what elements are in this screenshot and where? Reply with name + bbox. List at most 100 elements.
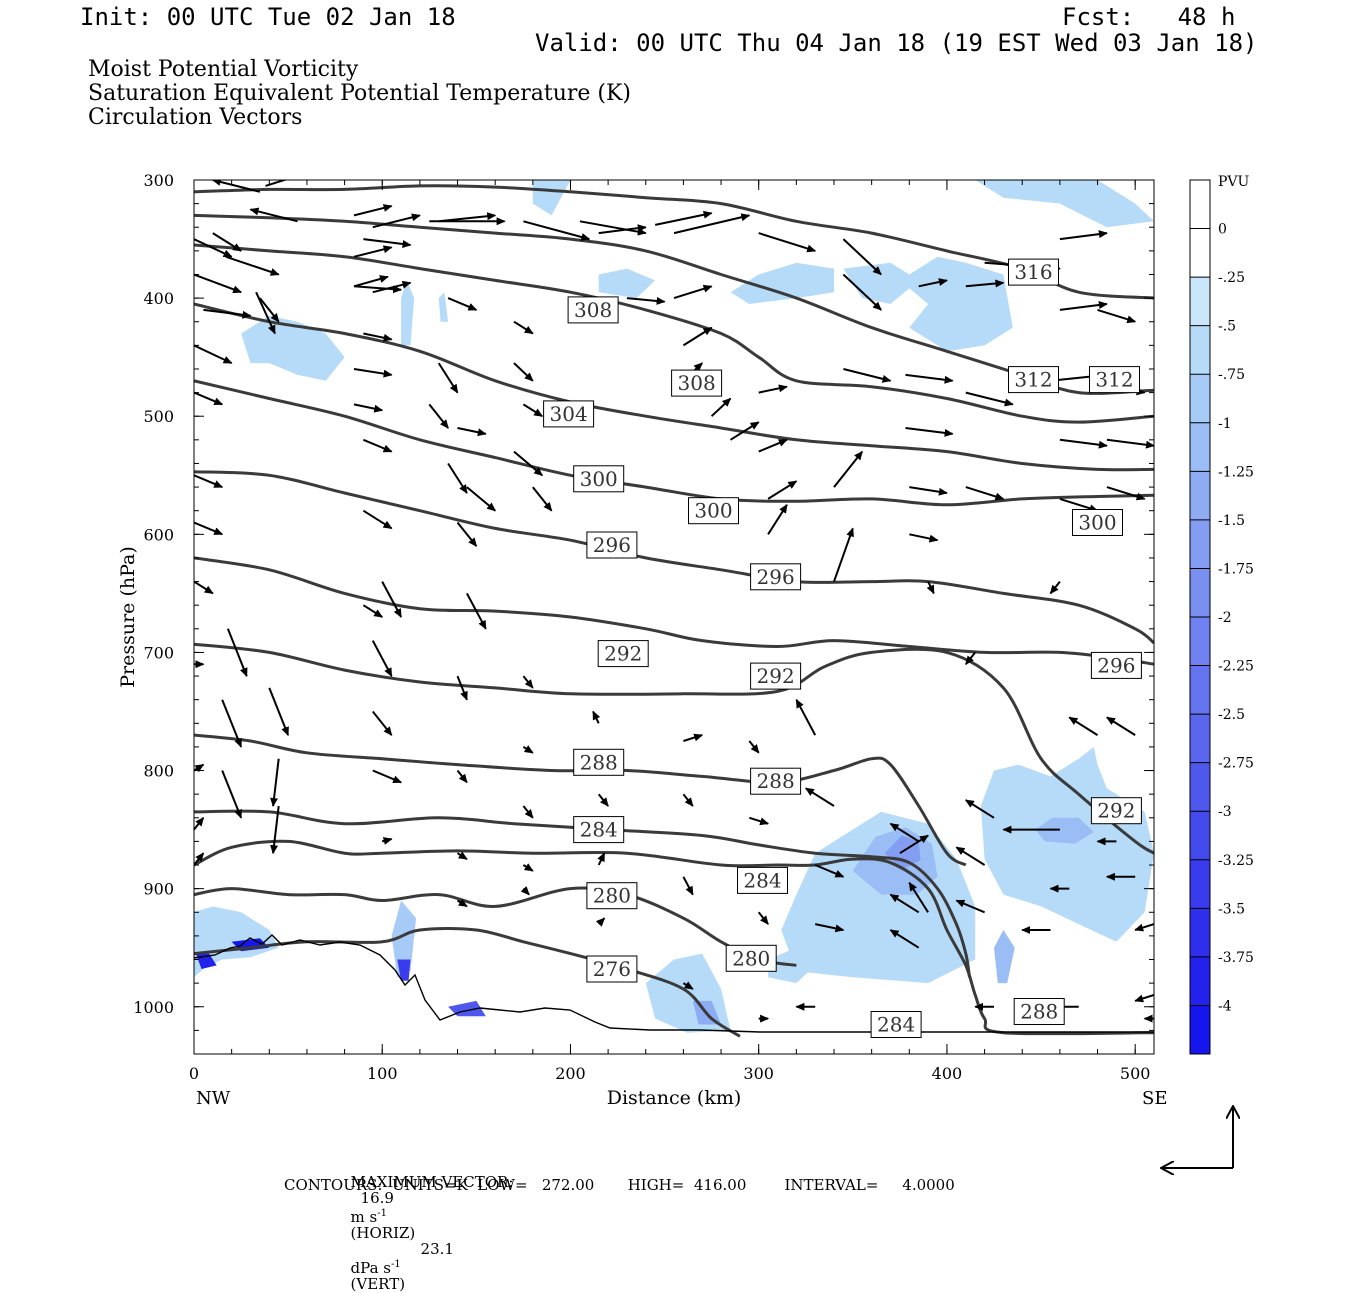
colorbar-swatch xyxy=(1190,714,1210,764)
colorbar-tick-label: -3.25 xyxy=(1218,853,1254,869)
svg-text:316: 316 xyxy=(1014,260,1052,284)
pv-region xyxy=(994,930,1015,984)
circulation-vector xyxy=(249,207,298,223)
pv-region xyxy=(1035,817,1094,844)
circulation-vector xyxy=(466,486,496,512)
colorbar-swatch xyxy=(1190,180,1210,230)
svg-text:292: 292 xyxy=(604,642,642,666)
circulation-vector xyxy=(729,421,760,441)
vert-exp: -1 xyxy=(390,1259,401,1270)
circulation-vector xyxy=(353,204,393,217)
circulation-vector xyxy=(710,397,732,417)
circulation-vector xyxy=(795,698,817,736)
circulation-vector xyxy=(194,238,233,258)
circulation-vector xyxy=(194,580,214,595)
colorbar-tick-label: -1.25 xyxy=(1218,464,1254,480)
circulation-vector xyxy=(682,981,694,990)
y-tick-label: 700 xyxy=(143,643,174,662)
pv-region xyxy=(980,746,1154,942)
contour-288 xyxy=(194,733,967,867)
colorbar-tick-label: -2.5 xyxy=(1218,707,1245,723)
contour-label: 296 xyxy=(586,531,638,559)
contour-284 xyxy=(194,839,1154,1036)
circulation-vector xyxy=(466,592,487,630)
circulation-vector xyxy=(758,384,788,394)
circulation-vector xyxy=(522,805,534,819)
contour-label: 292 xyxy=(1090,797,1142,825)
circulation-vector xyxy=(270,758,280,807)
pv-region xyxy=(1031,180,1098,204)
circulation-vector xyxy=(965,279,1005,288)
colorbar-swatch xyxy=(1190,325,1210,375)
x-tick-label: 400 xyxy=(932,1064,963,1083)
svg-text:292: 292 xyxy=(757,664,795,688)
circulation-vector xyxy=(1106,438,1154,449)
y-tick-label: 900 xyxy=(143,880,174,899)
vert-note: (VERT) xyxy=(350,1275,406,1293)
circulation-vector xyxy=(456,675,468,701)
svg-text:296: 296 xyxy=(593,533,631,557)
terrain-outline xyxy=(193,934,1154,1033)
circulation-vector xyxy=(353,245,393,258)
circulation-vector xyxy=(842,273,882,311)
y-tick-label: 500 xyxy=(143,407,174,426)
colorbar-tick-label: -.5 xyxy=(1218,319,1236,335)
contour-280 xyxy=(194,886,797,967)
circulation-vector xyxy=(428,403,449,429)
circulation-vector xyxy=(372,280,412,294)
svg-text:288: 288 xyxy=(757,769,795,793)
contour-label: 276 xyxy=(586,955,638,983)
colorbar-swatch xyxy=(1190,811,1210,861)
circulation-vector xyxy=(595,917,606,927)
colorbar-swatch xyxy=(1190,228,1210,278)
title-mpv: Moist Potential Vorticity xyxy=(88,57,359,82)
circulation-vector xyxy=(965,391,1014,407)
circulation-vector xyxy=(1134,923,1154,932)
circulation-vector xyxy=(362,509,393,530)
colorbar-tick-label: -1.5 xyxy=(1218,513,1245,529)
circulation-vector xyxy=(955,899,985,914)
contour-276 xyxy=(194,927,741,1038)
circulation-vector xyxy=(194,521,224,536)
contour-label: 284 xyxy=(573,816,625,844)
circulation-vector xyxy=(598,224,647,235)
contour-304 xyxy=(194,379,1154,507)
circulation-vector xyxy=(522,403,544,418)
contour-300 xyxy=(194,470,1154,645)
svg-text:292: 292 xyxy=(1097,799,1135,823)
circulation-vector xyxy=(814,864,845,878)
circulation-vector xyxy=(682,793,694,807)
x-end-left: NW xyxy=(196,1088,231,1109)
contour-label: 304 xyxy=(543,400,595,428)
colorbar-swatch xyxy=(1190,471,1210,521)
circulation-vector xyxy=(1059,438,1108,449)
pv-region xyxy=(241,315,345,381)
colorbar-swatch xyxy=(1190,568,1210,618)
contour-308 xyxy=(194,302,1154,472)
contour-label: 308 xyxy=(671,369,723,397)
circulation-vector xyxy=(532,486,553,512)
circulation-vector xyxy=(194,763,205,773)
circulation-vector xyxy=(964,799,995,819)
colorbar-unit: PVU xyxy=(1218,174,1250,190)
colorbar-swatch xyxy=(1190,908,1210,958)
pv-region xyxy=(730,262,834,304)
circulation-vector xyxy=(833,527,854,582)
circulation-vector xyxy=(203,308,252,319)
svg-text:280: 280 xyxy=(732,946,770,970)
circulation-vector xyxy=(1097,308,1137,324)
circulation-vector xyxy=(905,373,954,384)
circulation-vector xyxy=(654,210,713,226)
circulation-vector xyxy=(211,180,261,193)
circulation-vector xyxy=(437,362,459,394)
circulation-vector xyxy=(908,881,929,913)
contour-label: 288 xyxy=(1013,998,1065,1025)
colorbar-tick-label: -2.75 xyxy=(1218,756,1254,772)
vert-value: 23.1 xyxy=(420,1240,454,1258)
circulation-vector xyxy=(889,822,920,843)
svg-text:284: 284 xyxy=(580,818,618,842)
svg-text:300: 300 xyxy=(1078,511,1116,535)
circulation-vector xyxy=(682,876,694,896)
colorbar-tick-label: -3.5 xyxy=(1218,901,1245,917)
circulation-vector xyxy=(194,344,233,365)
